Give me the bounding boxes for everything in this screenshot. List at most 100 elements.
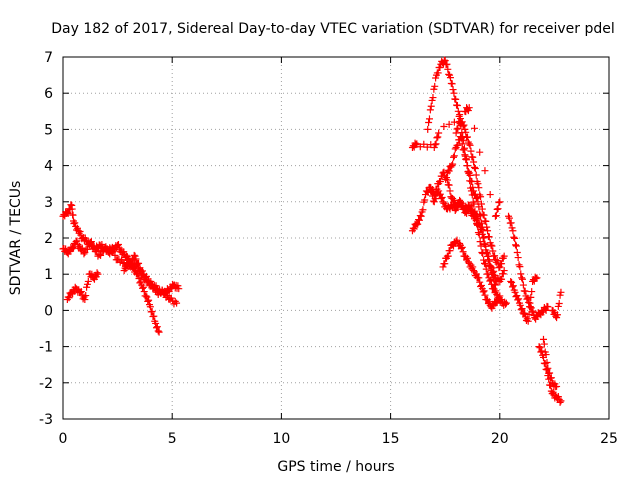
- data-point: [481, 240, 489, 248]
- data-point: [493, 256, 501, 264]
- data-point: [446, 74, 454, 82]
- data-point: [495, 199, 503, 207]
- y-axis: -3 -2 -1 0 1 2 3 4 5 6 7: [39, 50, 609, 428]
- data-point: [142, 272, 150, 280]
- data-point: [145, 296, 153, 304]
- data-point: [464, 138, 472, 146]
- data-point: [533, 274, 541, 282]
- data-point: [159, 288, 167, 296]
- data-point: [505, 212, 513, 220]
- data-point: [463, 162, 471, 170]
- data-point: [481, 167, 489, 175]
- data-point: [440, 168, 448, 176]
- data-point: [524, 317, 532, 325]
- data-point: [518, 274, 526, 282]
- data-point: [487, 267, 495, 275]
- data-point: [470, 124, 478, 132]
- data-point: [516, 263, 524, 271]
- data-point: [139, 283, 147, 291]
- data-point: [431, 141, 439, 149]
- data-point: [481, 260, 489, 268]
- data-point: [521, 309, 529, 317]
- data-point: [110, 247, 118, 255]
- y-axis-label: SDTVAR / TECUs: [8, 181, 24, 296]
- data-point: [464, 167, 472, 175]
- data-point: [467, 147, 475, 155]
- data-point: [528, 288, 536, 296]
- data-point: [473, 214, 481, 222]
- data-point: [539, 335, 547, 343]
- y-tick-label: -3: [39, 412, 53, 428]
- data-point: [478, 230, 486, 238]
- data-point: [505, 214, 513, 222]
- data-point: [521, 287, 529, 295]
- data-point: [81, 296, 89, 304]
- x-tick-label: 10: [272, 431, 290, 447]
- data-point: [443, 60, 451, 68]
- data-point: [449, 160, 457, 168]
- data-point: [430, 198, 438, 206]
- data-point: [488, 242, 496, 250]
- data-point: [175, 285, 183, 293]
- data-point: [67, 201, 75, 209]
- y-tick-label: 0: [44, 303, 53, 319]
- data-point: [535, 343, 543, 351]
- x-tick-label: 0: [59, 431, 68, 447]
- data-point: [445, 120, 453, 128]
- data-point: [435, 129, 443, 137]
- data-point: [469, 153, 477, 161]
- data-point: [446, 187, 454, 195]
- data-point: [538, 347, 546, 355]
- data-point: [484, 250, 492, 258]
- data-point: [469, 183, 477, 191]
- data-point: [481, 259, 489, 267]
- data-point: [445, 70, 453, 78]
- data-point: [555, 300, 563, 308]
- data-point: [163, 292, 171, 300]
- data-point: [97, 251, 105, 259]
- data-point: [137, 278, 145, 286]
- data-point: [517, 270, 525, 278]
- data-point: [524, 294, 532, 302]
- data-point: [512, 242, 520, 250]
- data-point: [87, 238, 95, 246]
- data-point: [465, 140, 473, 148]
- data-point: [546, 369, 554, 377]
- data-point: [493, 298, 501, 306]
- data-point: [148, 307, 156, 315]
- data-point: [529, 307, 537, 315]
- data-point: [451, 145, 459, 153]
- data-point: [132, 266, 140, 274]
- data-point: [425, 115, 433, 123]
- data-point: [475, 203, 483, 211]
- data-point: [514, 254, 522, 262]
- x-axis-label: GPS time / hours: [277, 459, 394, 475]
- data-point: [416, 212, 424, 220]
- data-point: [543, 359, 551, 367]
- data-point: [450, 118, 458, 126]
- data-point: [82, 292, 90, 300]
- data-point: [491, 212, 499, 220]
- y-tick-label: 1: [44, 267, 53, 283]
- data-point: [487, 241, 495, 249]
- data-point: [452, 95, 460, 103]
- data-point: [456, 111, 464, 119]
- data-point: [138, 267, 146, 275]
- data-point: [475, 274, 483, 282]
- data-point: [150, 283, 158, 291]
- data-point: [431, 191, 439, 199]
- data-point: [453, 125, 461, 133]
- data-point: [433, 134, 441, 142]
- data-point: [484, 227, 492, 235]
- data-point: [77, 288, 85, 296]
- data-point: [476, 221, 484, 229]
- data-point: [446, 247, 454, 255]
- data-point: [458, 243, 466, 251]
- data-point: [429, 94, 437, 102]
- data-point: [134, 270, 142, 278]
- data-point: [556, 398, 564, 406]
- data-point: [433, 185, 441, 193]
- data-point: [480, 287, 488, 295]
- data-point: [477, 281, 485, 289]
- data-point: [502, 299, 510, 307]
